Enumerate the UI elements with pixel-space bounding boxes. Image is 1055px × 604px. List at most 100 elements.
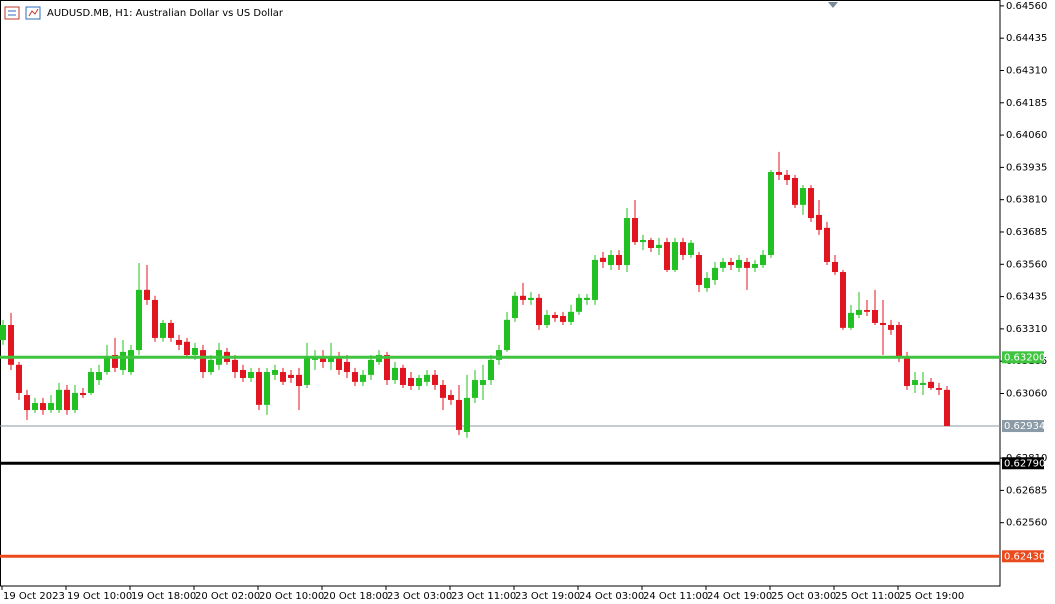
candle-body <box>304 357 310 385</box>
candle-body <box>56 389 62 411</box>
candle-body <box>264 372 270 405</box>
y-tick-label: 0.63810 <box>1006 195 1047 206</box>
candle-body <box>440 384 446 398</box>
candle-body <box>136 289 142 351</box>
candle-body <box>384 354 390 381</box>
candle-body <box>0 325 6 340</box>
candle-body <box>480 380 486 385</box>
candle-body <box>808 188 814 219</box>
candle-body <box>88 372 94 393</box>
y-tick-label: 0.62560 <box>1006 518 1047 529</box>
candle-body <box>144 289 150 300</box>
candle-body <box>120 351 126 370</box>
y-tick-label: 0.63435 <box>1006 292 1047 303</box>
x-tick-label: 23 Oct 19:00 <box>515 591 580 602</box>
candle-body <box>352 372 358 382</box>
candle-body <box>200 350 206 373</box>
level-label-box <box>1002 550 1044 563</box>
x-tick-label: 20 Oct 10:00 <box>259 591 324 602</box>
candle-body <box>936 388 942 390</box>
candle-body <box>608 254 614 266</box>
candle-body <box>848 312 854 328</box>
icon-path <box>28 8 39 17</box>
level-label-box <box>1002 351 1044 364</box>
candle-body <box>792 177 798 205</box>
candle-body <box>168 322 174 338</box>
candle-body <box>160 322 166 338</box>
candle-body <box>280 372 286 382</box>
y-tick-label: 0.63560 <box>1006 259 1047 270</box>
candle-body <box>576 297 582 312</box>
candle-body <box>32 403 38 411</box>
candle-body <box>360 374 366 382</box>
candle-body <box>16 364 22 393</box>
candle-body <box>488 359 494 381</box>
candle-body <box>600 257 606 262</box>
icon-chart <box>25 6 41 20</box>
candle-body <box>584 297 590 300</box>
candle-body <box>104 357 110 373</box>
candle-body <box>856 310 862 315</box>
candle-body <box>392 367 398 381</box>
shift-marker <box>828 2 838 8</box>
candle-body <box>928 381 934 389</box>
candle-body <box>432 374 438 385</box>
candle-body <box>880 322 886 326</box>
candle-body <box>800 188 806 205</box>
candle-body <box>768 172 774 255</box>
x-tick-label: 23 Oct 03:00 <box>387 591 452 602</box>
candle-body <box>288 374 294 378</box>
candle-body <box>840 272 846 328</box>
y-tick-label: 0.63310 <box>1006 324 1047 335</box>
candle-body <box>512 295 518 319</box>
x-tick-label: 20 Oct 02:00 <box>195 591 260 602</box>
candle-body <box>752 264 758 268</box>
chart-title: AUDUSD.MB, H1: Australian Dollar vs US D… <box>47 8 284 19</box>
candle-body <box>128 350 134 373</box>
x-tick-label: 25 Oct 03:00 <box>771 591 836 602</box>
candle-body <box>112 354 118 368</box>
candle-body <box>656 244 662 249</box>
candle-body <box>464 397 470 432</box>
candle-body <box>408 377 414 386</box>
candle-body <box>680 242 686 255</box>
x-tick-label: 19 Oct 10:00 <box>67 591 132 602</box>
y-tick-label: 0.62685 <box>1006 485 1047 496</box>
candle-body <box>496 350 502 360</box>
candle-body <box>712 267 718 281</box>
candle-body <box>64 389 70 411</box>
candle-body <box>568 311 574 322</box>
candle-body <box>248 372 254 378</box>
candle-body <box>528 297 534 300</box>
candle-body <box>552 314 558 319</box>
candle-body <box>648 239 654 249</box>
candle-body <box>24 395 30 411</box>
candle-body <box>320 357 326 362</box>
candle-body <box>336 357 342 370</box>
candle-body <box>704 277 710 289</box>
candle-body <box>944 389 950 427</box>
x-tick-label: 24 Oct 11:00 <box>643 591 708 602</box>
candle-body <box>296 374 302 386</box>
candle-body <box>672 242 678 270</box>
candle-body <box>728 261 734 266</box>
candle-body <box>184 341 190 355</box>
candle-body <box>824 227 830 262</box>
candle-body <box>424 374 430 382</box>
candle-body <box>896 325 902 358</box>
candle-body <box>832 261 838 273</box>
candle-body <box>744 261 750 268</box>
candle-body <box>256 372 262 405</box>
y-tick-label: 0.63685 <box>1006 227 1047 238</box>
candle-body <box>720 261 726 268</box>
candle-body <box>784 174 790 181</box>
candle-body <box>232 359 238 373</box>
candle-body <box>912 380 918 385</box>
x-tick-label: 24 Oct 19:00 <box>707 591 772 602</box>
candle-body <box>640 239 646 243</box>
candle-body <box>192 348 198 355</box>
candle-body <box>544 314 550 326</box>
x-tick-label: 24 Oct 03:00 <box>579 591 644 602</box>
candle-body <box>328 357 334 362</box>
